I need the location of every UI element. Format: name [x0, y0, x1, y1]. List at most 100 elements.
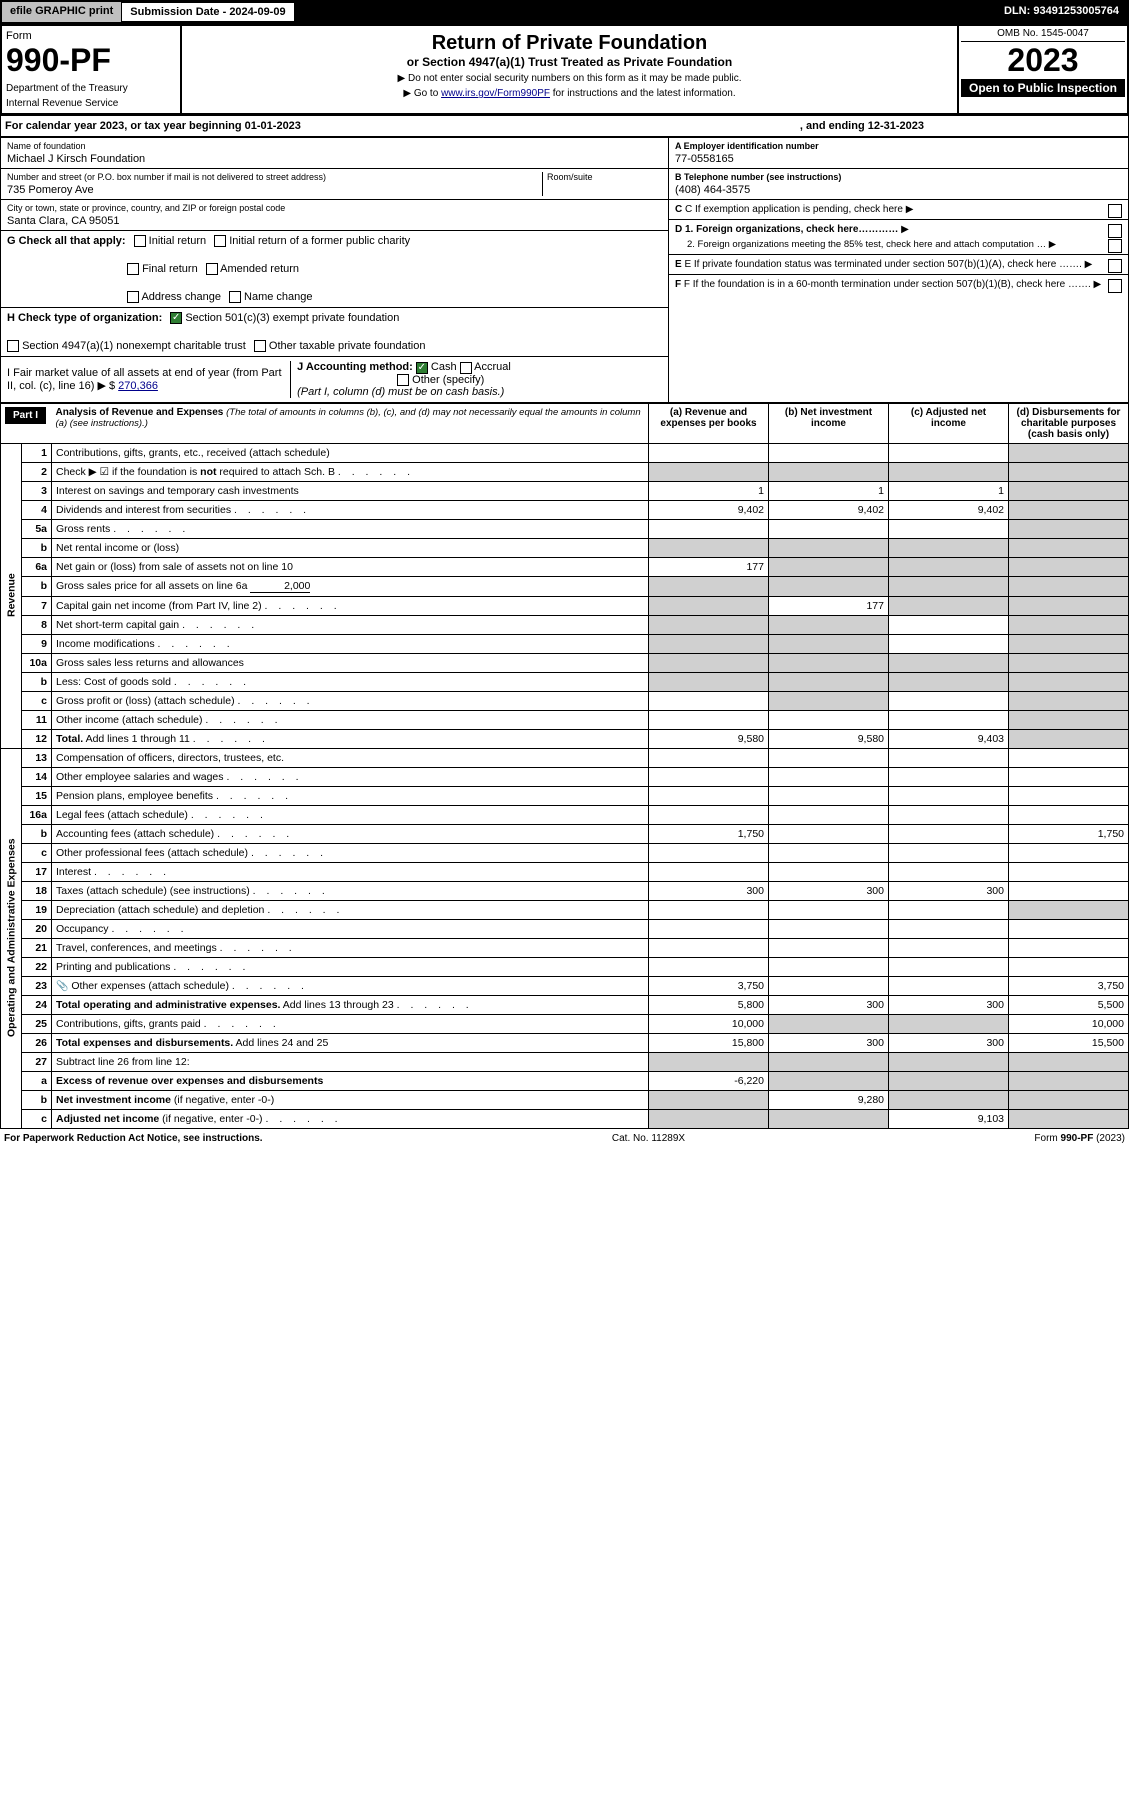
check-501c3[interactable] — [170, 312, 182, 324]
line-number: c — [22, 1109, 52, 1128]
cell-value — [649, 1090, 769, 1109]
line-number: 11 — [22, 710, 52, 729]
line-desc: Travel, conferences, and meetings . . . … — [52, 938, 649, 957]
check-namechg[interactable] — [229, 291, 241, 303]
cell-value: 9,103 — [889, 1109, 1009, 1128]
line-number: 24 — [22, 995, 52, 1014]
line-number: 26 — [22, 1033, 52, 1052]
check-accrual[interactable] — [460, 362, 472, 374]
table-row: 10aGross sales less returns and allowanc… — [1, 653, 1129, 672]
line-desc: Gross sales price for all assets on line… — [52, 576, 649, 596]
check-addrchg[interactable] — [127, 291, 139, 303]
check-other-acct[interactable] — [397, 374, 409, 386]
line-desc: Depreciation (attach schedule) and deple… — [52, 900, 649, 919]
form-link[interactable]: www.irs.gov/Form990PF — [441, 88, 550, 99]
cell-value — [889, 462, 1009, 481]
cell-value — [1009, 443, 1129, 462]
line-number: 17 — [22, 862, 52, 881]
cell-value — [1009, 596, 1129, 615]
line-desc: Total operating and administrative expen… — [52, 995, 649, 1014]
top-bar: efile GRAPHIC print Submission Date - 20… — [0, 0, 1129, 24]
line-number: 19 — [22, 900, 52, 919]
calendar-year-row: For calendar year 2023, or tax year begi… — [0, 115, 1129, 137]
cell-value — [769, 1109, 889, 1128]
cell-value — [649, 919, 769, 938]
table-row: 21Travel, conferences, and meetings . . … — [1, 938, 1129, 957]
cell-value — [649, 938, 769, 957]
check-4947[interactable] — [7, 340, 19, 352]
table-row: 8Net short-term capital gain . . . . . . — [1, 615, 1129, 634]
table-row: 11Other income (attach schedule) . . . .… — [1, 710, 1129, 729]
cell-value — [769, 557, 889, 576]
cell-value: 10,000 — [649, 1014, 769, 1033]
cell-value — [769, 1071, 889, 1090]
line-number: 2 — [22, 462, 52, 481]
col-a: (a) Revenue and expenses per books — [649, 403, 769, 443]
line-number: 10a — [22, 653, 52, 672]
cell-value — [769, 672, 889, 691]
table-row: 18Taxes (attach schedule) (see instructi… — [1, 881, 1129, 900]
cell-value: 300 — [889, 995, 1009, 1014]
line-number: 4 — [22, 500, 52, 519]
cell-value — [1009, 767, 1129, 786]
check-amended[interactable] — [206, 263, 218, 275]
form-title: Return of Private Foundation — [188, 32, 951, 55]
cell-value — [889, 938, 1009, 957]
check-other-tax[interactable] — [254, 340, 266, 352]
section-c: C C If exemption application is pending,… — [669, 200, 1128, 220]
cell-value — [1009, 691, 1129, 710]
line-desc: Subtract line 26 from line 12: — [52, 1052, 649, 1071]
cell-value — [649, 900, 769, 919]
cell-value — [1009, 1052, 1129, 1071]
line-desc: Other employee salaries and wages . . . … — [52, 767, 649, 786]
table-row: 4Dividends and interest from securities … — [1, 500, 1129, 519]
cell-value — [889, 1071, 1009, 1090]
line-number: b — [22, 1090, 52, 1109]
cell-value — [1009, 843, 1129, 862]
table-row: cAdjusted net income (if negative, enter… — [1, 1109, 1129, 1128]
table-row: 17Interest . . . . . . — [1, 862, 1129, 881]
cell-value: 300 — [889, 1033, 1009, 1052]
section-g: G Check all that apply: Initial return I… — [1, 231, 668, 308]
cell-value: 177 — [769, 596, 889, 615]
cell-value — [889, 596, 1009, 615]
cell-value — [889, 843, 1009, 862]
line-desc: Net short-term capital gain . . . . . . — [52, 615, 649, 634]
cell-value — [649, 672, 769, 691]
line-desc: Interest . . . . . . — [52, 862, 649, 881]
cell-value — [1009, 615, 1129, 634]
line-number: a — [22, 1071, 52, 1090]
cell-value — [769, 462, 889, 481]
line-desc: Less: Cost of goods sold . . . . . . — [52, 672, 649, 691]
cell-value — [1009, 653, 1129, 672]
cell-value — [889, 576, 1009, 596]
check-former[interactable] — [214, 235, 226, 247]
check-initial[interactable] — [134, 235, 146, 247]
line-number: b — [22, 538, 52, 557]
cell-value — [889, 824, 1009, 843]
check-final[interactable] — [127, 263, 139, 275]
cell-value: 177 — [649, 557, 769, 576]
line-desc: Contributions, gifts, grants paid . . . … — [52, 1014, 649, 1033]
table-row: 2Check ▶ ☑ if the foundation is not requ… — [1, 462, 1129, 481]
table-row: 16aLegal fees (attach schedule) . . . . … — [1, 805, 1129, 824]
cell-value — [1009, 519, 1129, 538]
cell-value — [769, 862, 889, 881]
check-cash[interactable] — [416, 362, 428, 374]
cell-value — [1009, 862, 1129, 881]
line-number: 8 — [22, 615, 52, 634]
line-desc: Capital gain net income (from Part IV, l… — [52, 596, 649, 615]
attachment-icon — [56, 980, 68, 992]
cell-value — [889, 957, 1009, 976]
line-desc: Compensation of officers, directors, tru… — [52, 748, 649, 767]
line-number: 22 — [22, 957, 52, 976]
section-label: Revenue — [1, 443, 22, 748]
line-number: 18 — [22, 881, 52, 900]
table-row: bAccounting fees (attach schedule) . . .… — [1, 824, 1129, 843]
cell-value: 9,580 — [769, 729, 889, 748]
cell-value — [1009, 786, 1129, 805]
col-d: (d) Disbursements for charitable purpose… — [1009, 403, 1129, 443]
line-desc: Occupancy . . . . . . — [52, 919, 649, 938]
table-row: 22Printing and publications . . . . . . — [1, 957, 1129, 976]
line-desc: Net rental income or (loss) — [52, 538, 649, 557]
